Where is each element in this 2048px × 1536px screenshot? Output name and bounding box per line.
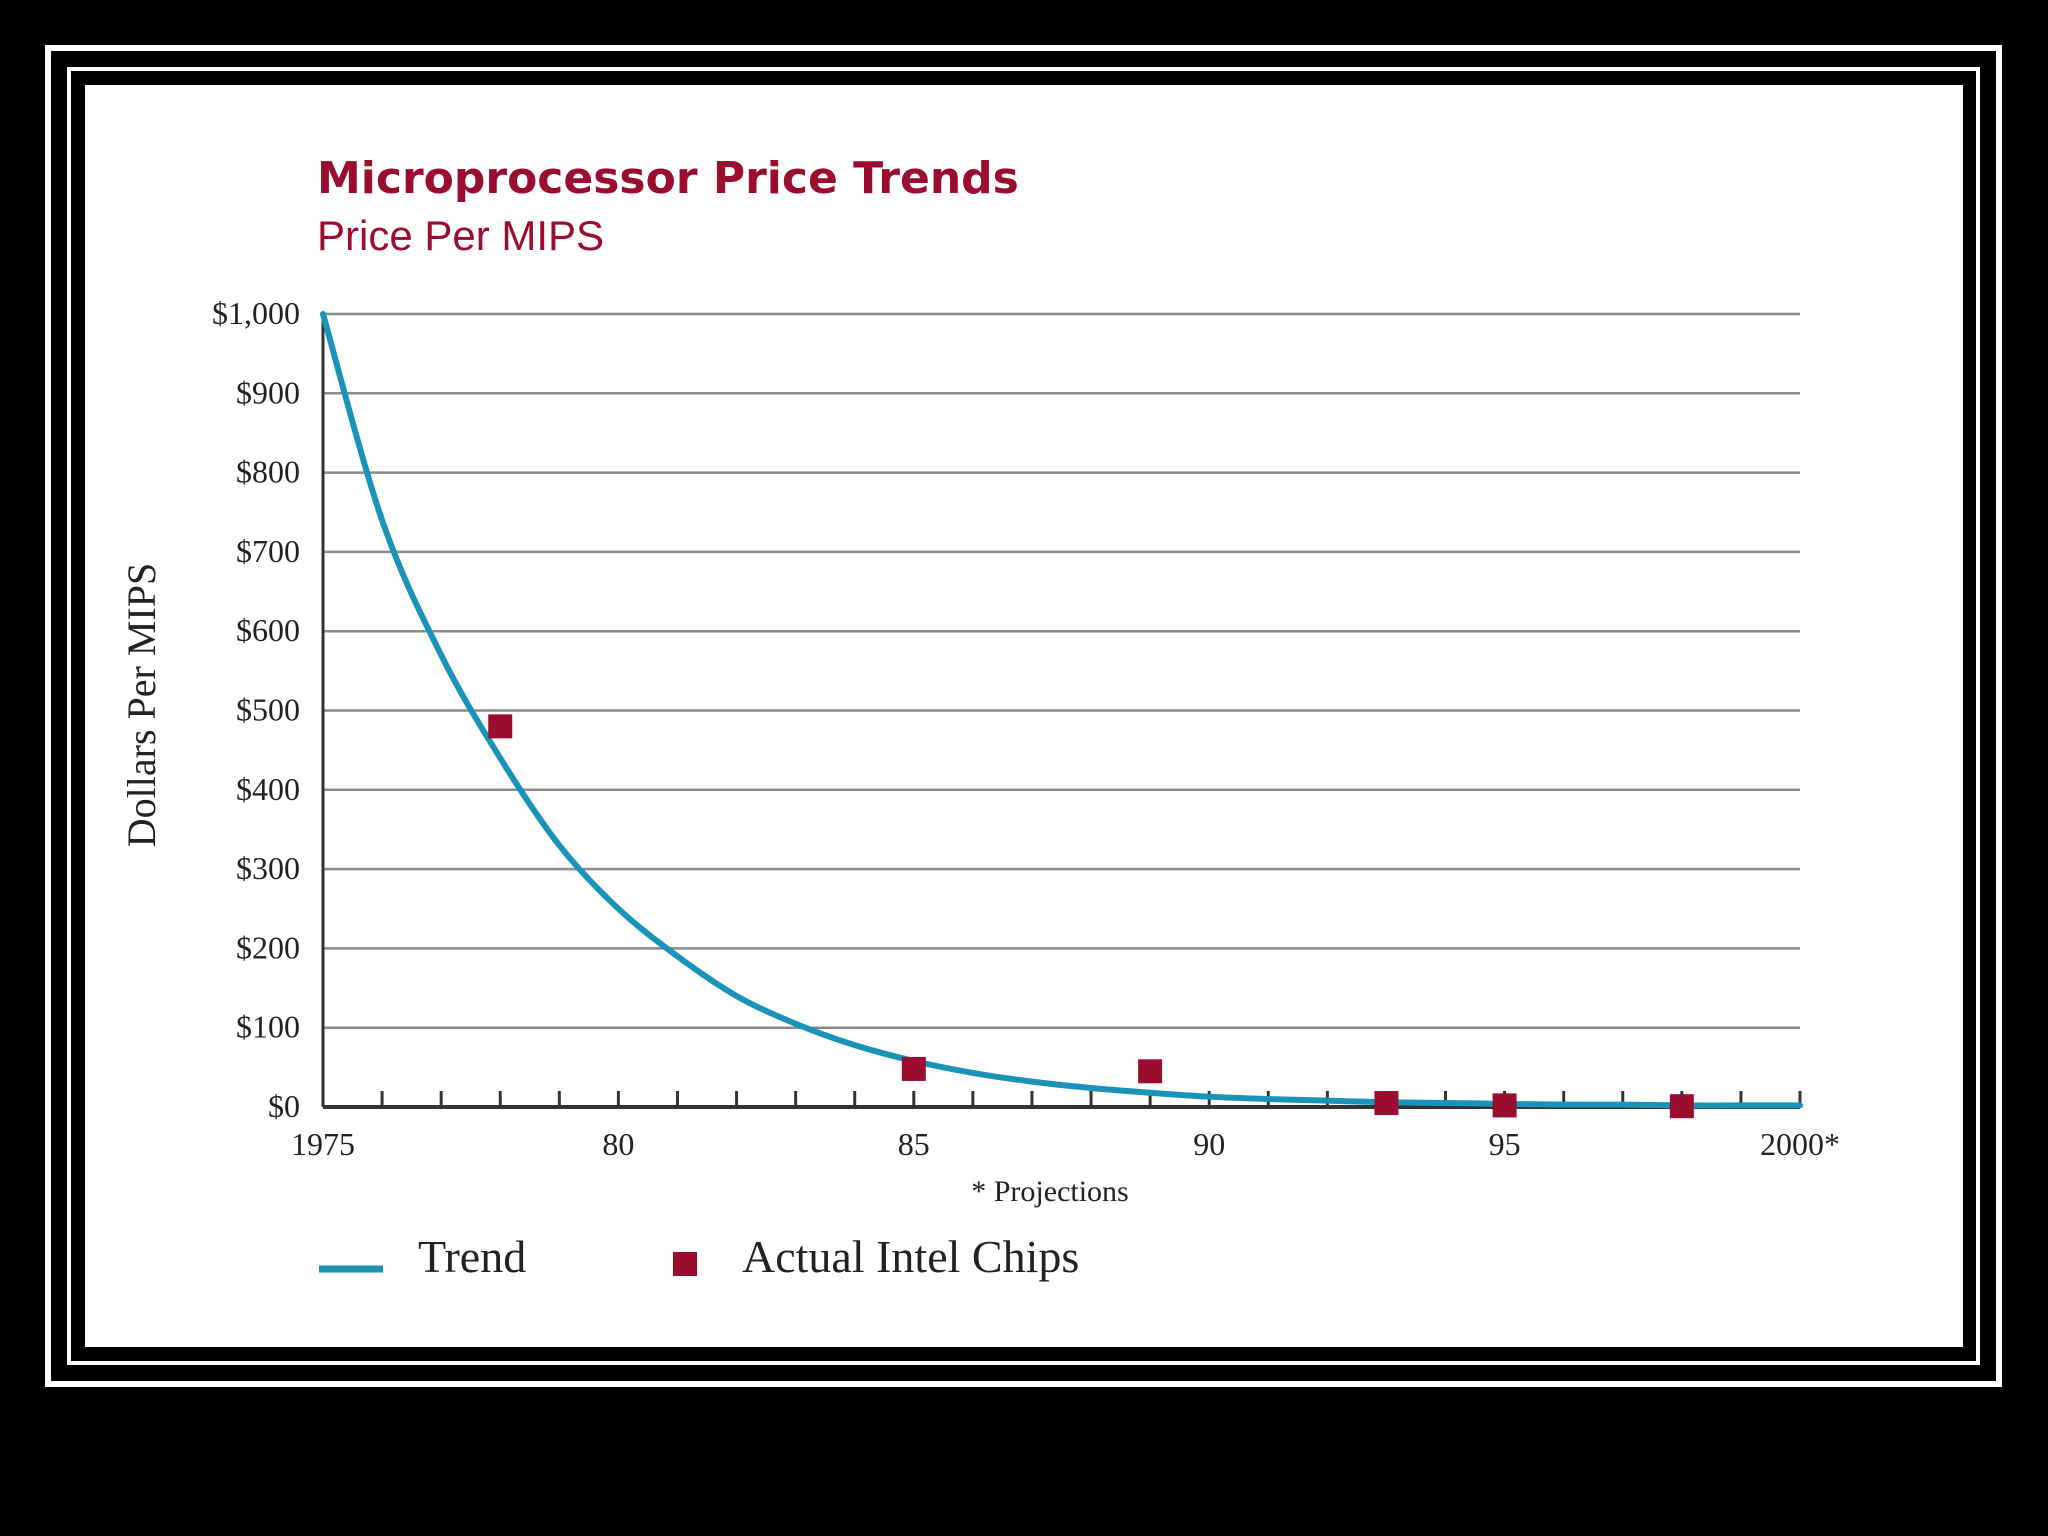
y-tick-labels: $0 $100 $200 $300 $400 $500 $600 $700 $800 $900 $1… (212, 295, 300, 1124)
y-tick-label: $400 (236, 771, 300, 807)
x-tick-label: 80 (602, 1126, 634, 1162)
data-series (320, 311, 1803, 1119)
chart-title: Microprocessor Price Trends (317, 153, 1019, 204)
x-tick-label: 1975 (291, 1126, 355, 1162)
x-tick-label: 95 (1489, 1126, 1521, 1162)
intel-chip-point (1669, 1094, 1694, 1119)
x-tick-label: 2000* (1760, 1126, 1840, 1162)
inner-frame (67, 67, 1980, 1365)
y-tick-label: $800 (236, 454, 300, 490)
grid-lines (323, 312, 1800, 1029)
y-tick-label: $1,000 (212, 295, 300, 331)
trend-line (320, 311, 1803, 1109)
x-tick-labels: 1975 80 85 90 95 2000* (291, 1126, 1840, 1162)
projections-footnote: * Projections (971, 1175, 1129, 1208)
y-tick-label: $200 (236, 929, 300, 965)
y-axis-label: Dollars Per MIPS (119, 563, 164, 847)
outer-frame (45, 45, 2002, 1387)
chart-subtitle: Price Per MIPS (317, 212, 604, 259)
y-tick-label: $300 (236, 850, 300, 886)
intel-chip-point (1374, 1091, 1399, 1116)
chart-panel (85, 85, 1963, 1347)
y-tick-label: $100 (236, 1009, 300, 1045)
y-tick-label: $0 (268, 1088, 300, 1124)
intel-chip-point (1492, 1093, 1517, 1118)
x-tick-label: 85 (898, 1126, 930, 1162)
legend-actual-label: Actual Intel Chips (742, 1231, 1079, 1282)
legend: Trend Actual Intel Chips (319, 1231, 1079, 1282)
intel-chip-point (1138, 1059, 1163, 1084)
intel-chip-point (901, 1056, 926, 1081)
y-tick-label: $600 (236, 612, 300, 648)
y-tick-label: $500 (236, 692, 300, 728)
x-tick-label: 90 (1193, 1126, 1225, 1162)
y-tick-label: $700 (236, 533, 300, 569)
legend-trend-label: Trend (418, 1231, 526, 1282)
legend-actual-swatch (673, 1252, 697, 1276)
y-tick-label: $900 (236, 374, 300, 410)
intel-chip-point (488, 714, 513, 739)
